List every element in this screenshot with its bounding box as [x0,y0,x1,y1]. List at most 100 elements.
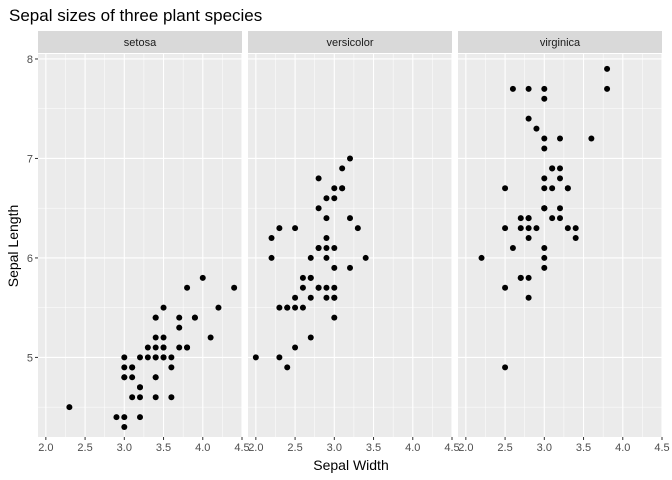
data-point-versicolor [292,304,299,311]
data-point-versicolor [315,205,322,212]
data-point-versicolor [323,235,330,242]
data-point-setosa [121,374,128,381]
data-point-virginica [557,175,563,182]
data-point-versicolor [323,254,330,261]
x-tick-label: 4.0 [195,442,210,454]
data-point-versicolor [347,215,353,222]
data-point-versicolor [347,155,353,162]
facet-panel-virginica [458,54,662,437]
data-point-virginica [557,135,563,142]
data-point-versicolor [307,334,314,341]
data-point-versicolor [292,294,299,301]
data-point-setosa [176,314,183,321]
data-point-versicolor [323,294,330,301]
data-point-virginica [541,145,548,152]
data-point-virginica [525,85,532,92]
x-tick-label: 3.0 [327,442,342,454]
data-point-setosa [152,344,159,351]
x-tick-label: 2.0 [248,442,263,454]
facet-strip-label-virginica: virginica [540,37,581,49]
y-tick-label: 7 [27,153,33,165]
data-point-virginica [549,215,556,222]
data-point-virginica [572,225,579,232]
data-point-versicolor [292,225,299,232]
data-point-virginica [502,284,509,291]
data-point-setosa [66,404,73,411]
data-point-virginica [541,264,548,271]
x-tick-label: 2.0 [458,442,473,454]
data-point-setosa [144,344,151,351]
data-point-virginica [564,185,571,192]
data-point-setosa [168,364,175,371]
data-point-versicolor [276,225,283,232]
data-point-setosa [160,344,167,351]
data-point-setosa [152,314,159,321]
data-point-virginica [604,85,611,92]
data-point-versicolor [347,264,353,271]
x-tick-label: 4.5 [654,442,669,454]
y-axis-label: Sepal Length [5,205,21,288]
data-point-setosa [215,304,222,311]
data-point-setosa [160,304,167,311]
data-point-setosa [113,414,120,421]
data-point-virginica [572,235,579,242]
facet-panels: setosa 2.0 2.5 3.0 3.5 4.0 4.5 versicolor 2.0 2.5… [27,31,670,454]
data-point-virginica [525,294,532,301]
data-point-versicolor [323,284,330,291]
x-tick-label: 4.5 [444,442,459,454]
facet-panel-versicolor [248,54,452,437]
data-point-virginica [549,185,556,192]
data-point-virginica [509,85,516,92]
data-point-setosa [184,284,191,291]
x-tick-label: 3.0 [537,442,552,454]
x-tick-label: 3.0 [117,442,132,454]
data-point-virginica [525,225,532,232]
data-point-versicolor [307,294,314,301]
data-point-versicolor [323,215,330,222]
data-point-versicolor [315,244,322,251]
data-point-versicolor [299,274,306,281]
data-point-virginica [509,244,516,251]
data-point-virginica [502,364,509,371]
data-point-virginica [525,115,532,122]
data-point-virginica [549,165,556,172]
data-point-virginica [541,175,548,182]
x-tick-label: 4.0 [405,442,420,454]
data-point-virginica [588,135,595,142]
data-point-virginica [564,225,571,232]
data-point-setosa [168,394,175,401]
data-point-versicolor [276,354,283,361]
data-point-setosa [121,354,128,361]
data-point-virginica [478,254,485,261]
facet-strip-label-setosa: setosa [124,37,157,49]
data-point-virginica [517,215,524,222]
x-axis-label: Sepal Width [313,457,388,473]
data-point-versicolor [276,304,283,311]
data-point-setosa [137,384,143,391]
data-point-virginica [533,125,540,132]
x-tick-label: 4.5 [234,442,249,454]
data-point-versicolor [299,284,306,291]
facet-strip-label-versicolor: versicolor [326,37,373,49]
data-point-versicolor [268,254,275,261]
data-point-virginica [557,205,563,212]
y-tick-label: 5 [27,352,33,364]
data-point-setosa [129,364,136,371]
data-point-virginica [557,165,563,172]
data-point-versicolor [339,165,346,172]
data-point-versicolor [307,254,314,261]
data-point-versicolor [284,304,291,311]
data-point-virginica [541,95,548,102]
data-point-versicolor [315,175,322,182]
data-point-versicolor [331,195,338,202]
data-point-setosa [129,374,136,381]
data-point-setosa [137,394,143,401]
x-tick-label: 2.0 [38,442,53,454]
data-point-versicolor [323,195,330,202]
data-point-virginica [525,235,532,242]
data-point-setosa [207,334,214,341]
data-point-versicolor [284,364,291,371]
data-point-virginica [541,205,548,212]
data-point-setosa [176,344,183,351]
